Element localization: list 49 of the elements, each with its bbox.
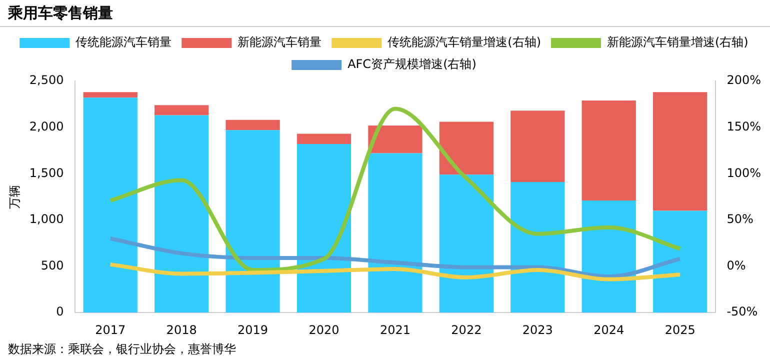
legend-label: AFC资产规模增速(右轴) — [348, 57, 476, 72]
y2-tick-label: 200% — [726, 73, 762, 88]
bar — [83, 92, 138, 98]
y-tick-label: 1,000 — [29, 212, 64, 226]
bar — [226, 130, 280, 313]
y-tick-label: 0 — [56, 304, 64, 319]
legend-label: 传统能源汽车销量增速(右轴) — [388, 35, 542, 50]
source-note: 数据来源：乘联会，银行业协会，惠誉博华 — [7, 341, 237, 358]
y2-tick-label: -50% — [726, 304, 758, 319]
legend-label: 新能源汽车销量 — [238, 35, 322, 50]
bar — [368, 125, 422, 154]
chart-title: 乘用车零售销量 — [0, 0, 770, 27]
bar — [510, 110, 565, 182]
x-tick-label: 2021 — [380, 322, 410, 337]
x-tick-label: 2017 — [95, 322, 126, 337]
legend-label: 新能源汽车销量增速(右轴) — [607, 35, 748, 50]
legend-label: 传统能源汽车销量 — [76, 35, 172, 50]
x-tick-label: 2022 — [451, 322, 482, 337]
x-tick-label: 2018 — [166, 322, 197, 337]
y2-tick-label: 0% — [726, 258, 746, 272]
y-axis-title: 万辆 — [7, 184, 22, 209]
y2-tick-label: 50% — [726, 212, 754, 226]
bar — [83, 98, 138, 313]
bar — [653, 92, 708, 211]
x-tick-label: 2024 — [594, 322, 624, 337]
bar — [653, 210, 708, 313]
y-tick-label: 2,000 — [29, 119, 64, 134]
bar — [368, 153, 422, 313]
bar — [296, 144, 352, 313]
x-tick-label: 2023 — [522, 322, 553, 337]
line-series — [108, 262, 682, 282]
bar — [226, 120, 280, 130]
bar — [510, 182, 565, 313]
x-tick-label: 2025 — [664, 322, 696, 337]
y-tick-label: 2,500 — [29, 73, 64, 88]
bar — [296, 134, 352, 144]
line-series — [108, 106, 682, 272]
x-tick-label: 2020 — [308, 322, 340, 337]
x-tick-label: 2019 — [238, 322, 268, 337]
bar — [439, 122, 494, 175]
y-tick-label: 500 — [40, 258, 64, 272]
y2-tick-label: 150% — [726, 119, 762, 134]
line-series — [108, 236, 682, 278]
bar — [154, 105, 209, 116]
y-tick-label: 1,500 — [29, 166, 64, 180]
bar — [439, 174, 494, 313]
bar — [582, 100, 636, 201]
y2-tick-label: 100% — [726, 166, 762, 180]
bar — [154, 115, 209, 313]
